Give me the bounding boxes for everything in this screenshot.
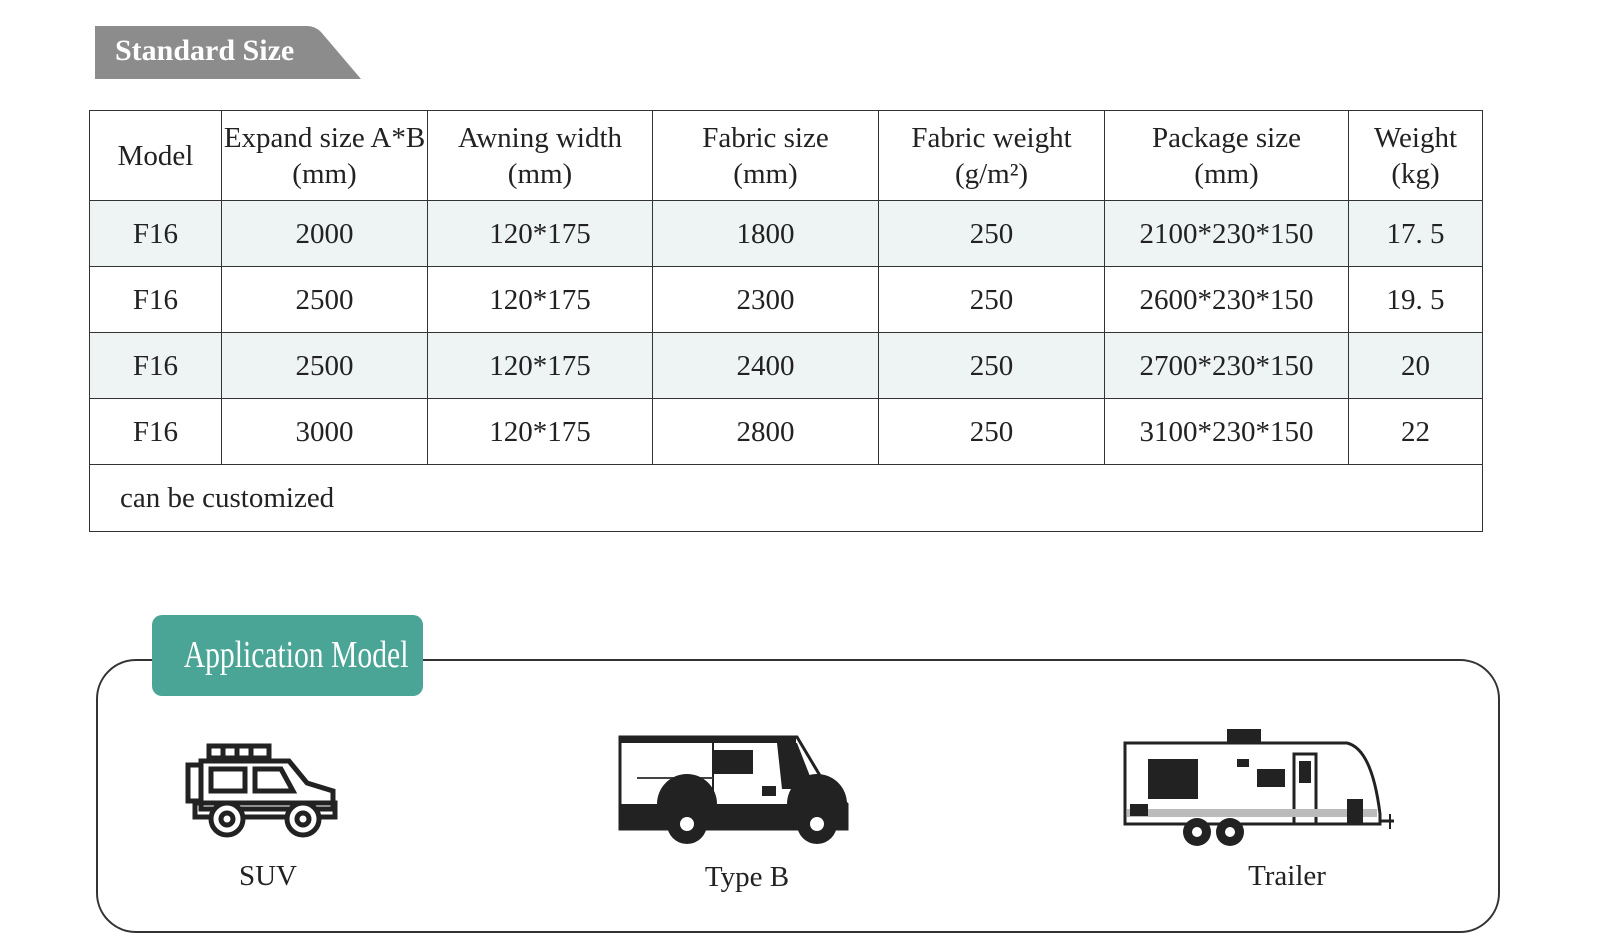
vehicle-label-suv: SUV <box>238 860 297 892</box>
cell: 3100*230*150 <box>1104 398 1349 465</box>
cell: F16 <box>89 398 222 465</box>
cell: F16 <box>89 266 222 333</box>
note-row: can be customized <box>89 464 1483 532</box>
table-row: F16 2000 120*175 1800 250 2100*230*150 17. 5 <box>89 200 1483 267</box>
cell: 120*175 <box>427 332 653 399</box>
header-cell: Fabric size (mm) <box>652 110 879 201</box>
application-title-badge: Application Model <box>152 615 423 696</box>
section-title: Standard Size <box>115 34 295 67</box>
size-table: Model Expand size A*B (mm) Awning width (m… <box>89 110 1483 532</box>
cell: 17. 5 <box>1348 200 1483 267</box>
cell: 2800 <box>652 398 879 465</box>
header-cell: Fabric weight (g/m²) <box>878 110 1105 201</box>
cell: 250 <box>878 200 1105 267</box>
cell: F16 <box>89 200 222 267</box>
cell: 250 <box>878 398 1105 465</box>
vehicle-label-type-b: Type B <box>704 861 790 893</box>
cell: 3000 <box>221 398 428 465</box>
cell: 2500 <box>221 332 428 399</box>
cell: 2600*230*150 <box>1104 266 1349 333</box>
suv-icon <box>185 743 338 838</box>
trailer-icon <box>1123 729 1394 846</box>
cell: 120*175 <box>427 200 653 267</box>
application-title: Application Model <box>183 634 409 676</box>
cell: 2100*230*150 <box>1104 200 1349 267</box>
cell: 22 <box>1348 398 1483 465</box>
cell: 250 <box>878 266 1105 333</box>
cell: F16 <box>89 332 222 399</box>
cell: 2400 <box>652 332 879 399</box>
header-cell: Weight (kg) <box>1348 110 1483 201</box>
header-row: Model Expand size A*B (mm) Awning width (m… <box>89 110 1483 201</box>
cell: 2700*230*150 <box>1104 332 1349 399</box>
cell: 250 <box>878 332 1105 399</box>
table-row: F16 2500 120*175 2400 250 2700*230*150 20 <box>89 332 1483 399</box>
cell: 2000 <box>221 200 428 267</box>
table-row: F16 2500 120*175 2300 250 2600*230*150 19. 5 <box>89 266 1483 333</box>
section-tab-standard-size: Standard Size <box>95 26 361 79</box>
tab-shape <box>95 26 361 79</box>
cell: 2500 <box>221 266 428 333</box>
application-box <box>96 659 1500 933</box>
vehicle-label-trailer: Trailer <box>1248 860 1326 892</box>
cell: 120*175 <box>427 266 653 333</box>
header-cell: Model <box>89 110 222 201</box>
cell: 19. 5 <box>1348 266 1483 333</box>
van-icon <box>618 735 849 844</box>
cell: 20 <box>1348 332 1483 399</box>
cell: 2300 <box>652 266 879 333</box>
header-cell: Package size (mm) <box>1104 110 1349 201</box>
cell: 120*175 <box>427 398 653 465</box>
note: can be customized <box>89 464 1483 532</box>
cell: 1800 <box>652 200 879 267</box>
header-cell: Expand size A*B (mm) <box>221 110 428 201</box>
header-cell: Awning width (mm) <box>427 110 653 201</box>
table-row: F16 3000 120*175 2800 250 3100*230*150 22 <box>89 398 1483 465</box>
